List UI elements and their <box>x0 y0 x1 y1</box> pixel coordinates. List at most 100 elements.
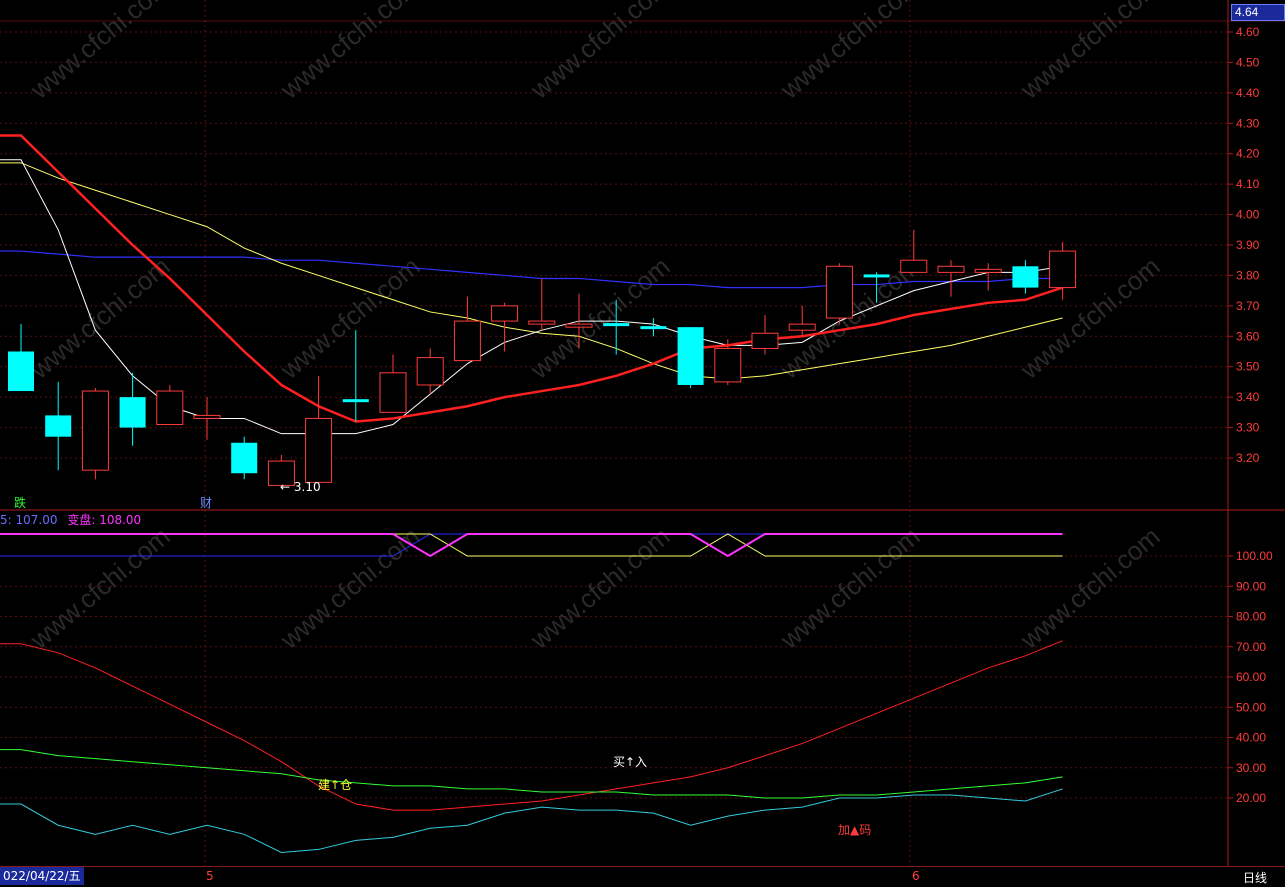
candle <box>900 229 928 273</box>
candle-body <box>863 274 890 278</box>
candle-body <box>342 399 369 403</box>
add-position-signal-label: 加▲码 <box>838 823 872 837</box>
watermark-text: www.cfchi.com <box>774 521 926 655</box>
price-tick-label: 3.50 <box>1236 360 1260 374</box>
indicator-left-value: 5: 107.00 <box>0 513 58 527</box>
price-tick-label: 3.40 <box>1236 390 1260 404</box>
price-tick-label: 4.20 <box>1236 147 1260 161</box>
candle-body <box>565 323 593 328</box>
candle-body <box>900 259 928 273</box>
price-tick-label: 4.50 <box>1236 55 1260 69</box>
month-marker-6: 6 <box>912 869 920 883</box>
candle <box>565 293 593 349</box>
tag-die[interactable]: 跌 <box>14 496 27 510</box>
watermark-text: www.cfchi.com <box>524 0 676 105</box>
buy-signal-label: 买↑入 <box>613 755 648 769</box>
candle <box>1049 241 1077 300</box>
candle-body <box>825 265 853 319</box>
indicator-tick-label: 40.00 <box>1236 731 1266 745</box>
date-start[interactable]: 022/04/22/五 <box>0 867 84 885</box>
candle <box>677 327 704 389</box>
candle-body <box>603 323 630 327</box>
candle <box>45 381 72 471</box>
watermark-text: www.cfchi.com <box>274 251 426 385</box>
candle-body <box>788 323 816 331</box>
watermark-text: www.cfchi.com <box>24 521 176 655</box>
indicator-cyan-line <box>0 788 1063 853</box>
indicator-tick-label: 100.00 <box>1236 549 1273 563</box>
candle-body <box>528 320 556 325</box>
candle <box>974 263 1002 291</box>
current-price-value: 4.64 <box>1235 5 1259 19</box>
price-tick-label: 4.00 <box>1236 208 1260 222</box>
low-price-marker: ← 3.10 <box>280 480 321 494</box>
candle-body <box>267 460 295 486</box>
grid-lines <box>0 0 1228 866</box>
watermark-layer: www.cfchi.com www.cfchi.com www.cfchi.com w… <box>24 0 1166 655</box>
indicator-tick-label: 90.00 <box>1236 579 1266 593</box>
indicator-value: 108.00 <box>99 513 142 527</box>
current-price-badge: 4.64 <box>1231 4 1285 21</box>
candlestick-series[interactable] <box>8 229 1077 489</box>
indicator-magenta-line <box>0 533 1063 558</box>
month-marker-5: 5 <box>206 869 214 883</box>
candle-body <box>81 390 109 471</box>
candle-body <box>8 351 34 392</box>
candle <box>81 388 109 480</box>
candle-body <box>119 397 146 428</box>
candle-body <box>491 305 519 322</box>
candle-body <box>677 327 704 385</box>
candle <box>453 296 481 362</box>
candle-body <box>231 442 258 474</box>
indicator-header: 5: 107.00 变盘: 108.00 <box>0 511 141 528</box>
indicator-tick-label: 50.00 <box>1236 700 1266 714</box>
indicator-tick-label: 60.00 <box>1236 670 1266 684</box>
candle <box>863 272 890 303</box>
candle <box>603 299 630 355</box>
indicator-tick-label: 20.00 <box>1236 791 1266 805</box>
candle-body <box>156 390 184 426</box>
period-button[interactable]: 日线 <box>1243 871 1268 885</box>
candle <box>305 375 333 483</box>
price-tick-label: 3.20 <box>1236 451 1260 465</box>
watermark-text: www.cfchi.com <box>1014 521 1166 655</box>
indicator-lines <box>0 533 1063 853</box>
candle <box>751 314 779 355</box>
indicator-axis: 100.00 90.00 80.00 70.00 60.00 50.00 40.00 30.0… <box>1228 549 1273 805</box>
watermark-text: www.cfchi.com <box>24 251 176 385</box>
indicator-tick-label: 70.00 <box>1236 640 1266 654</box>
candle <box>267 454 295 489</box>
price-tick-label: 4.30 <box>1236 116 1260 130</box>
price-tick-label: 4.60 <box>1236 25 1260 39</box>
candle <box>788 305 816 337</box>
watermark-text: www.cfchi.com <box>524 521 676 655</box>
ma60-line <box>0 250 1063 289</box>
candle <box>156 384 184 426</box>
candle <box>714 339 742 385</box>
candle <box>825 263 853 325</box>
indicator-tick-label: 30.00 <box>1236 761 1266 775</box>
candle-body <box>193 414 221 419</box>
candle <box>8 324 34 392</box>
candle <box>231 436 258 480</box>
date-bar: 022/04/22/五 5 6 日线 <box>0 866 1285 887</box>
candle-body <box>45 415 72 437</box>
candle <box>119 372 146 446</box>
indicator-green-line <box>0 749 1063 799</box>
price-tick-label: 3.70 <box>1236 299 1260 313</box>
candle <box>416 348 444 395</box>
watermark-text: www.cfchi.com <box>1014 0 1166 105</box>
candle-body <box>416 357 444 386</box>
ma10-line <box>0 134 1063 423</box>
candle-body <box>453 320 481 362</box>
candle-body <box>1049 250 1077 289</box>
watermark-text: www.cfchi.com <box>24 0 176 105</box>
candle-body <box>937 265 965 273</box>
candle <box>937 260 965 297</box>
watermark-text: www.cfchi.com <box>774 0 926 105</box>
tag-cai[interactable]: 财 <box>200 496 213 510</box>
price-tick-label: 4.10 <box>1236 177 1260 191</box>
indicator-tick-label: 80.00 <box>1236 610 1266 624</box>
